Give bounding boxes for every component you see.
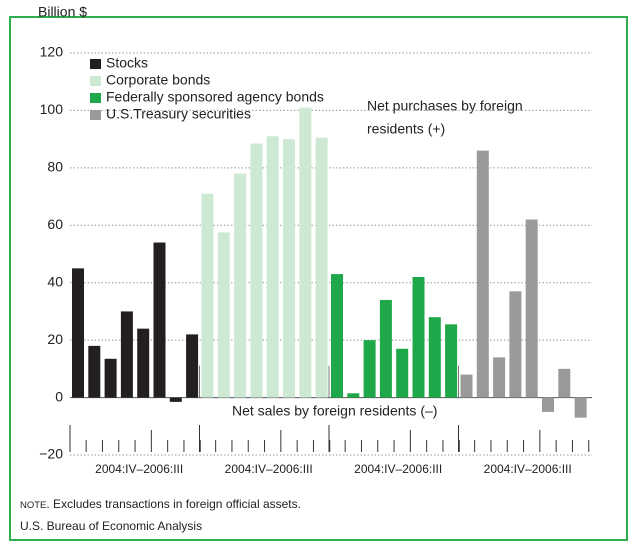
bar — [493, 357, 506, 398]
bar — [445, 324, 458, 398]
legend-swatch — [90, 76, 101, 86]
bar — [396, 348, 409, 398]
group-label: 2004:IV–2006:III — [484, 462, 572, 476]
source: U.S. Bureau of Economic Analysis — [20, 519, 202, 533]
bar — [574, 397, 587, 418]
y-tick-label: 120 — [40, 44, 64, 60]
group-label: 2004:IV–2006:III — [95, 462, 183, 476]
bar — [153, 242, 166, 398]
legend-swatch — [90, 110, 101, 120]
group-label: 2004:IV–2006:III — [354, 462, 442, 476]
bar — [72, 268, 84, 398]
bar — [217, 232, 230, 398]
bar — [379, 299, 392, 398]
legend-label: Federally sponsored agency bonds — [106, 89, 324, 105]
y-tick-label: 80 — [47, 159, 63, 175]
bar — [104, 358, 117, 398]
frame — [9, 16, 628, 541]
note: Note. Excludes transactions in foreign o… — [20, 497, 301, 511]
bar — [525, 219, 538, 398]
bar — [283, 139, 295, 398]
bar — [169, 397, 182, 402]
bar — [363, 340, 376, 398]
legend-label: Stocks — [106, 55, 148, 71]
y-tick-label: 0 — [55, 388, 63, 404]
annotation: Net sales by foreign residents (–) — [232, 403, 437, 419]
group-label: 2004:IV–2006:III — [225, 462, 313, 476]
legend-swatch — [90, 93, 101, 103]
note-prefix: Note — [20, 500, 46, 511]
legend-swatch — [90, 59, 101, 69]
bar — [137, 328, 150, 398]
bar — [299, 107, 312, 398]
y-axis-label: Billion $ — [38, 4, 87, 20]
bar — [347, 393, 360, 398]
bar — [250, 143, 263, 398]
y-tick-label: 40 — [47, 273, 63, 289]
bar — [88, 345, 101, 398]
bar — [120, 311, 133, 398]
bar — [201, 193, 214, 398]
annotation: Net purchases by foreign — [367, 98, 523, 114]
y-tick-label: 100 — [40, 101, 64, 117]
bar — [558, 368, 571, 398]
bar — [428, 317, 441, 398]
bar — [460, 374, 473, 398]
annotation: residents (+) — [367, 121, 445, 137]
bar — [315, 137, 328, 398]
bar — [542, 397, 554, 412]
bar — [331, 274, 343, 398]
bar — [476, 150, 489, 398]
y-tick-label: 60 — [47, 216, 63, 232]
bar — [412, 276, 425, 398]
legend-label: Corporate bonds — [106, 72, 210, 88]
bar — [234, 173, 247, 398]
bar — [186, 334, 199, 398]
y-tick-label: −20 — [39, 446, 63, 462]
legend-label: U.S.Treasury securities — [106, 106, 251, 122]
y-tick-label: 20 — [47, 331, 63, 347]
bar — [266, 136, 279, 398]
bar — [509, 291, 522, 398]
note-text: . Excludes transactions in foreign offic… — [46, 497, 301, 511]
